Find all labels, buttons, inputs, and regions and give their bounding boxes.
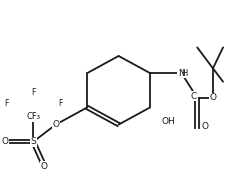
Text: O: O (201, 122, 208, 131)
Text: N: N (177, 69, 184, 78)
Text: F: F (4, 99, 9, 108)
Text: OH: OH (160, 117, 174, 126)
Text: F: F (58, 99, 62, 108)
Text: O: O (52, 120, 59, 129)
Text: O: O (209, 93, 216, 102)
Text: S: S (30, 137, 36, 146)
Text: CF₃: CF₃ (26, 113, 40, 122)
Text: O: O (2, 137, 9, 146)
Text: C: C (190, 92, 196, 100)
Text: H: H (181, 69, 187, 78)
Text: F: F (31, 88, 35, 97)
Text: O: O (41, 162, 48, 171)
